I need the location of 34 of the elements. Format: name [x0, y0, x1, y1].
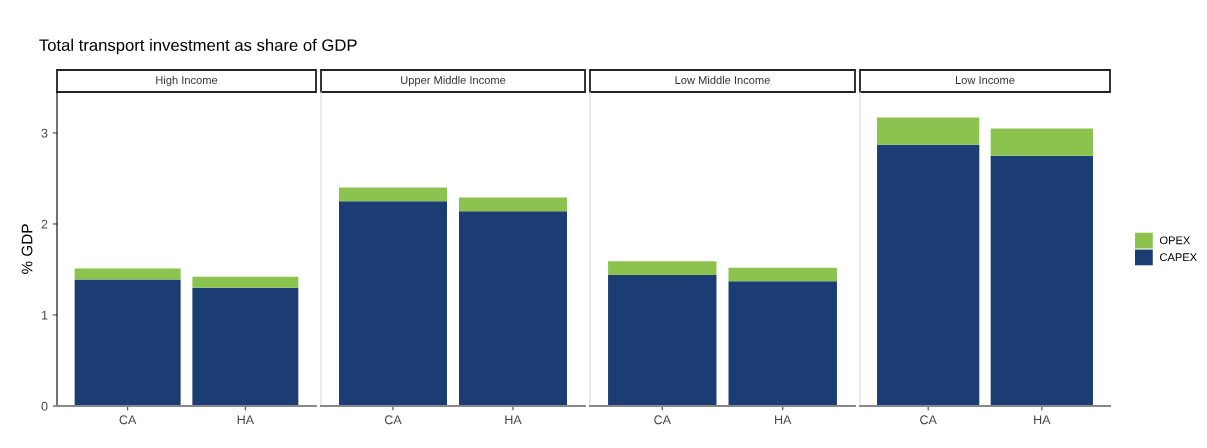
y-tick-label: 2: [41, 219, 48, 229]
chart-subtitle: High Income: [156, 75, 218, 87]
bar: [192, 287, 299, 406]
bar: [459, 211, 567, 406]
y-tick-label: 0: [41, 401, 48, 411]
bar: [608, 274, 717, 406]
x-tick-label: CA: [384, 415, 402, 425]
chart-subtitle: Low Income: [955, 76, 1015, 84]
bar: [459, 197, 567, 212]
chart-title: Total transport investment as share of GDP: [39, 38, 357, 55]
bar: [728, 267, 837, 282]
bar: [877, 117, 980, 145]
bar: [74, 279, 181, 406]
x-tick-label: HA: [775, 415, 792, 425]
y-tick-label: 3: [41, 128, 48, 138]
x-tick-label: CA: [920, 415, 937, 425]
y-tick-label: 1: [41, 310, 48, 320]
y-axis-title: % GDP: [21, 224, 33, 274]
chart-subtitle: Low Middle Income: [675, 75, 770, 84]
bar: [990, 128, 1093, 156]
bar: [192, 276, 299, 288]
bar: [74, 268, 181, 280]
x-tick-label: CA: [119, 415, 137, 425]
x-tick-label: HA: [237, 415, 255, 425]
bar: [608, 261, 717, 275]
bar: [728, 281, 837, 406]
chart-subtitle: Upper Middle Income: [401, 75, 506, 87]
legend-label: CAPEX: [1160, 253, 1197, 262]
x-tick-label: HA: [1034, 415, 1051, 425]
legend-label: OPEX: [1159, 236, 1191, 245]
bar: [339, 201, 447, 406]
x-tick-label: HA: [505, 415, 522, 425]
bar: [339, 187, 447, 202]
x-tick-label: CA: [654, 415, 671, 425]
